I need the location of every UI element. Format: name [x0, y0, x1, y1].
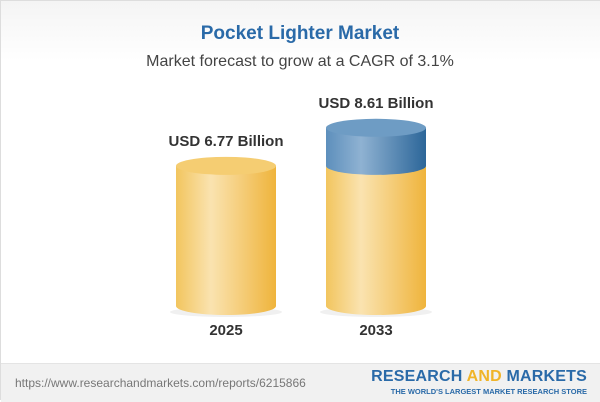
cylinder-top-2033	[326, 118, 426, 137]
footer: https://www.researchandmarkets.com/repor…	[1, 363, 600, 402]
category-label: 2033	[359, 322, 392, 339]
cylinder-base-2025	[176, 165, 276, 315]
chart-title: Pocket Lighter Market	[200, 23, 400, 44]
cylinder-growth-2033	[326, 127, 426, 175]
cylinder-top-2025	[176, 156, 276, 175]
logo-text: RESEARCH	[371, 368, 467, 385]
category-label: 2025	[209, 322, 242, 339]
data-label: USD 6.77 Billion	[168, 133, 283, 150]
chart-subtitle: Market forecast to grow at a CAGR of 3.1…	[146, 53, 454, 70]
logo-text: MARKETS	[501, 368, 587, 385]
data-label: USD 8.61 Billion	[318, 95, 433, 112]
cylinder-chart: USD 6.77 Billion 2025 USD 8.61 Billion 2033	[168, 95, 433, 339]
research-and-markets-logo: RESEARCH AND MARKETS THE WORLD'S LARGEST…	[371, 368, 587, 396]
logo-tagline: THE WORLD'S LARGEST MARKET RESEARCH STOR…	[390, 387, 587, 396]
logo-text-and: AND	[466, 368, 502, 385]
background	[1, 1, 600, 363]
cylinder-base-2033	[326, 165, 426, 315]
source-url[interactable]: https://www.researchandmarkets.com/repor…	[15, 376, 306, 390]
